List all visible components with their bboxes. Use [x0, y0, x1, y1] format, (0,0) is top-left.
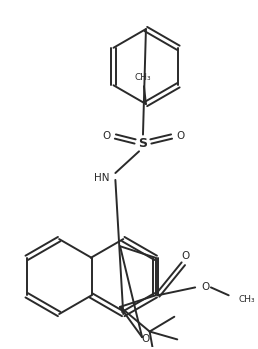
Text: CH₃: CH₃ — [239, 295, 255, 304]
Text: S: S — [139, 137, 148, 150]
Text: O: O — [181, 251, 189, 261]
Text: O: O — [141, 334, 149, 344]
Text: O: O — [176, 131, 184, 141]
Text: CH₃: CH₃ — [135, 73, 151, 82]
Text: HN: HN — [94, 173, 109, 183]
Text: O: O — [102, 131, 111, 141]
Text: O: O — [201, 282, 209, 292]
